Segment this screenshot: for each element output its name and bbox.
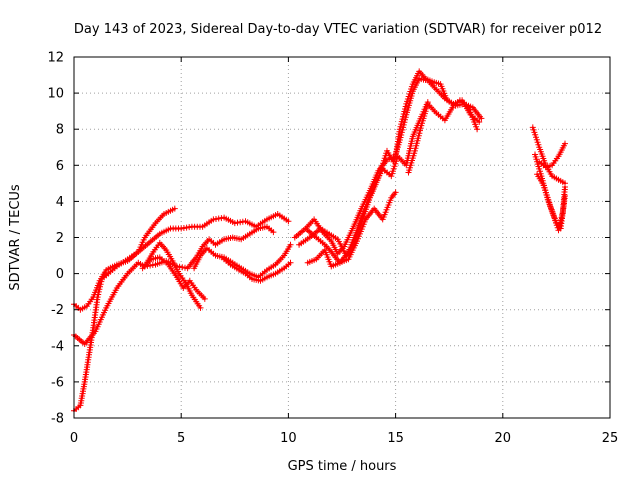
y-tick-label: 12: [47, 51, 64, 66]
x-tick-label: 25: [602, 431, 619, 446]
x-tick-label: 15: [387, 431, 404, 446]
x-axis-label: GPS time / hours: [288, 459, 397, 474]
x-tick-label: 20: [495, 431, 512, 446]
chart-title: Day 143 of 2023, Sidereal Day-to-day VTE…: [74, 22, 602, 37]
series-markers: [71, 239, 204, 347]
series-track-3: [71, 239, 204, 347]
ticks: 0 5 10 15 20 25 -8 -6 -4 -2 0 2 4 6 8 10 12: [47, 51, 618, 447]
series-track-2: [71, 205, 178, 313]
y-tick-label: -2: [51, 303, 64, 318]
grid: [74, 57, 610, 418]
series-markers: [529, 124, 568, 187]
series-track-12: [405, 97, 481, 176]
series-track-11: [304, 99, 431, 270]
y-tick-label: 0: [56, 267, 64, 282]
y-tick-label: 2: [56, 231, 64, 246]
series-markers: [218, 254, 294, 284]
series-layer: [71, 68, 568, 414]
y-tick-label: -6: [51, 375, 64, 390]
series-track-16: [532, 151, 568, 234]
y-tick-label: 6: [56, 159, 64, 174]
series-markers: [296, 75, 483, 259]
series-track-15: [536, 140, 568, 171]
y-tick-label: 8: [56, 123, 64, 138]
y-tick-label: 4: [56, 195, 64, 210]
x-tick-label: 5: [177, 431, 185, 446]
series-track-9: [296, 75, 483, 259]
series-markers: [304, 99, 431, 270]
series-line: [293, 70, 483, 255]
series-markers: [532, 151, 568, 234]
y-tick-label: 10: [47, 87, 64, 102]
y-tick-label: -8: [51, 412, 64, 427]
series-track-1: [71, 211, 292, 414]
x-tick-label: 10: [280, 431, 297, 446]
series-line: [306, 100, 429, 268]
series-track-13: [529, 124, 568, 187]
y-tick-label: -4: [51, 339, 64, 354]
series-track-5: [141, 223, 277, 272]
series-markers: [405, 97, 481, 176]
series-track-7: [218, 254, 294, 284]
series-markers: [141, 223, 277, 272]
x-tick-label: 0: [70, 431, 78, 446]
y-axis-label: SDTVAR / TECUs: [8, 184, 23, 291]
